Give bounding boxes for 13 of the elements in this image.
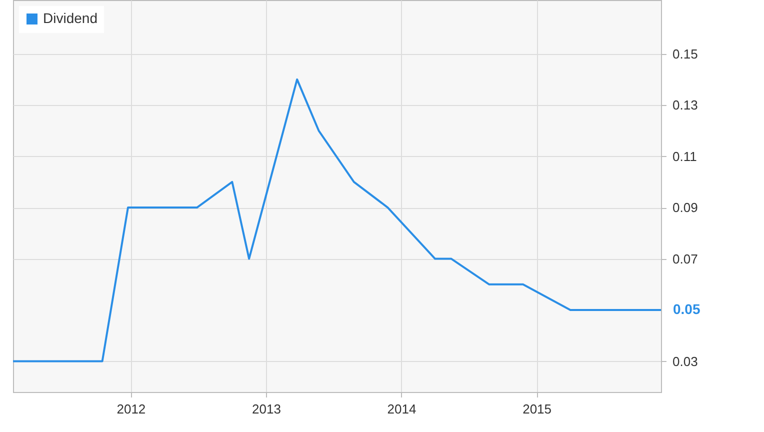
y-tick-label: 0.09 bbox=[672, 200, 698, 216]
x-tick-label: 2013 bbox=[252, 402, 281, 416]
y-tick-label: 0.07 bbox=[672, 251, 698, 266]
x-tick-label: 2012 bbox=[116, 402, 146, 416]
x-tick-label: 2014 bbox=[387, 402, 416, 416]
y-tick-label: 0.15 bbox=[672, 46, 698, 62]
data-label: 0.05 bbox=[673, 301, 700, 318]
x-tick-label: 2015 bbox=[522, 402, 552, 416]
legend-label: Dividend bbox=[43, 10, 98, 26]
y-tick-label: 0.13 bbox=[672, 98, 698, 113]
y-tick-label: 0.11 bbox=[672, 148, 697, 164]
y-tick-label: 0.03 bbox=[672, 354, 698, 369]
line-series bbox=[12, 78, 662, 362]
